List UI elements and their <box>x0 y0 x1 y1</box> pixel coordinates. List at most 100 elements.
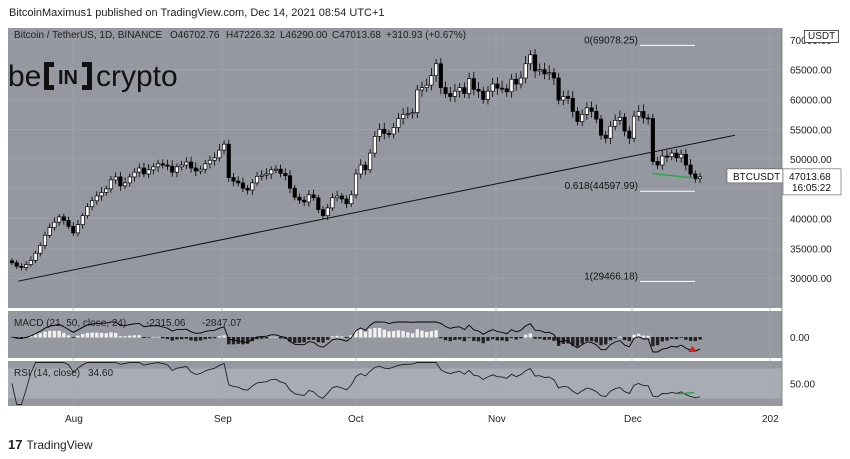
watermark-bracket-left-top <box>44 62 54 67</box>
candle-up <box>452 90 458 97</box>
candle-up <box>156 163 161 168</box>
macd-histogram-bar <box>434 330 438 338</box>
rsi-line <box>11 362 701 405</box>
macd-histogram-bar <box>373 328 377 338</box>
macd-histogram-bar <box>406 332 410 338</box>
macd-histogram-bar <box>184 337 189 339</box>
macd-histogram-bar <box>641 335 646 338</box>
candle-down <box>462 87 467 94</box>
macd-histogram-bar <box>660 337 664 342</box>
macd-histogram-bar <box>519 337 523 339</box>
macd-histogram-bar <box>104 333 108 338</box>
rsi-tick-label: 50.00 <box>790 380 815 391</box>
candle-up <box>372 136 377 154</box>
candle-up <box>490 83 495 92</box>
macd-histogram-bar <box>85 332 90 338</box>
candle-up <box>269 169 274 175</box>
macd-histogram-bar <box>43 331 47 338</box>
macd-histogram-bar <box>340 336 344 338</box>
tradingview-footer[interactable]: 17 TradingView <box>8 437 93 452</box>
macd-histogram-bar <box>646 335 650 338</box>
macd-histogram-bar <box>109 332 113 338</box>
macd-histogram-bar <box>335 335 339 338</box>
candle-up <box>137 167 142 173</box>
ohlc-l: L46290.00 <box>280 30 328 41</box>
fib-level-label: 0(69078.25) <box>584 35 638 46</box>
macd-histogram-bar <box>523 334 528 338</box>
macd-histogram-bar <box>495 337 500 341</box>
candle-down <box>495 83 500 89</box>
macd-histogram-bar <box>19 337 24 339</box>
macd-histogram-bar <box>231 337 236 345</box>
macd-histogram-bar <box>542 337 547 340</box>
candle-up <box>537 69 542 72</box>
tradingview-brand: TradingView <box>26 437 93 452</box>
currency-label[interactable]: USDT <box>804 30 840 43</box>
macd-histogram-bar <box>575 337 580 347</box>
macd-histogram-bar <box>203 337 207 340</box>
macd-histogram-bar <box>260 337 264 339</box>
price-tick-label: 40000.00 <box>790 215 832 226</box>
candle-down <box>316 197 321 211</box>
price-tick-label: 50000.00 <box>790 155 832 166</box>
macd-histogram-bar <box>146 337 151 338</box>
macd-histogram-bar <box>651 337 655 347</box>
watermark-bracket-left <box>44 62 49 90</box>
macd-histogram-bar <box>505 337 509 342</box>
macd-histogram-bar <box>175 337 179 340</box>
macd-histogram-bar <box>297 337 302 343</box>
candle-down <box>344 198 349 205</box>
macd-tick-label: 0.00 <box>790 333 810 344</box>
macd-histogram-bar <box>80 334 85 338</box>
macd-histogram-bar <box>382 329 386 338</box>
macd-histogram-bar <box>71 337 75 338</box>
candle-down <box>320 209 326 217</box>
candle-up <box>330 197 335 209</box>
ohlc-change: +310.93 (+0.67%) <box>386 30 466 41</box>
macd-line <box>11 321 701 353</box>
candles <box>9 49 703 271</box>
candle-down <box>603 134 608 139</box>
macd-histogram-bar <box>66 335 71 338</box>
candle-down <box>245 187 250 191</box>
candle-up <box>24 264 29 268</box>
candle-down <box>287 175 293 189</box>
candle-up <box>207 159 212 165</box>
candle-down <box>650 118 655 162</box>
macd-histogram-bar <box>57 330 61 338</box>
rsi-band <box>8 368 782 399</box>
macd-histogram-bar <box>363 331 368 338</box>
macd-histogram-bar <box>198 337 203 341</box>
macd-histogram-bar <box>509 337 514 339</box>
candle-down <box>566 96 571 99</box>
candle-down <box>693 173 698 180</box>
macd-histogram-bar <box>698 337 702 340</box>
candle-up <box>608 125 613 139</box>
candle-up <box>250 182 255 191</box>
candle-down <box>339 195 344 200</box>
macd-histogram-bar <box>571 337 575 346</box>
candle-down <box>193 167 198 172</box>
candle-down <box>646 117 651 120</box>
candle-up <box>631 115 637 139</box>
candle-down <box>688 164 693 175</box>
macd-histogram-bar <box>123 336 127 338</box>
macd-histogram-bar <box>514 337 518 340</box>
candle-down <box>438 63 443 88</box>
candle-up <box>669 152 674 158</box>
candle-up <box>113 176 118 181</box>
candle-down <box>14 262 19 267</box>
macd-histogram-bar <box>665 337 669 341</box>
fib-level-label: 0.618(44597.99) <box>565 181 638 192</box>
macd-histogram-bar <box>90 332 94 338</box>
watermark-be: be <box>8 60 41 93</box>
candle-up <box>467 78 472 94</box>
macd-histogram-bar <box>307 337 311 340</box>
candle-up <box>222 143 227 151</box>
macd-histogram-bar <box>241 337 245 345</box>
candle-up <box>217 149 222 159</box>
candle-down <box>278 168 283 174</box>
candle-up <box>353 173 359 196</box>
macd-histogram-bar <box>222 335 226 338</box>
macd-histogram-bar <box>359 329 363 338</box>
